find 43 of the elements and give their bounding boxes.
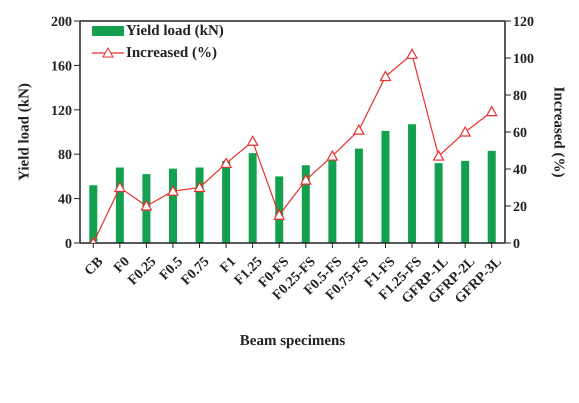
point <box>380 70 392 82</box>
y-tick-label: 200 <box>51 14 72 30</box>
point <box>432 150 444 161</box>
bar <box>222 160 230 243</box>
y-axis-title: Yield load (kN) <box>16 83 32 181</box>
x-axis-title: Beam specimens <box>240 333 346 349</box>
point <box>353 124 365 135</box>
y2-tick-label: 40 <box>513 162 527 178</box>
bar <box>461 160 470 243</box>
point <box>274 210 285 220</box>
y2-tick-label: 80 <box>513 88 527 104</box>
point <box>167 186 179 196</box>
bar <box>488 150 496 243</box>
point <box>486 106 498 116</box>
y-tick-label: 0 <box>65 236 72 252</box>
point <box>194 182 206 192</box>
point <box>460 126 471 137</box>
y-tick-label: 80 <box>58 148 72 164</box>
bar <box>354 148 363 243</box>
bar <box>248 153 257 243</box>
legend-label: Increased (%) <box>126 44 217 63</box>
point <box>140 200 152 211</box>
bar <box>408 124 416 243</box>
y2-tick-label: 60 <box>513 126 527 141</box>
x-tick-label: CB <box>82 254 106 279</box>
point <box>326 150 338 161</box>
point <box>247 136 258 146</box>
bar <box>381 130 390 243</box>
bar <box>89 185 98 243</box>
point <box>406 48 418 59</box>
point <box>114 182 126 192</box>
point <box>220 158 232 168</box>
point <box>300 174 312 185</box>
legend-label: Yield load (kN) <box>126 22 224 41</box>
y2-axis-title: Increased (%) <box>550 86 567 178</box>
y-tick-label: 120 <box>51 104 72 119</box>
y-tick-label: 160 <box>51 59 72 74</box>
bar <box>434 163 443 243</box>
y2-tick-label: 100 <box>513 52 534 67</box>
y2-tick-label: 120 <box>513 14 534 30</box>
y-tick-label: 40 <box>58 192 72 208</box>
y2-tick-label: 20 <box>513 200 527 215</box>
y2-tick-label: 0 <box>513 236 520 252</box>
